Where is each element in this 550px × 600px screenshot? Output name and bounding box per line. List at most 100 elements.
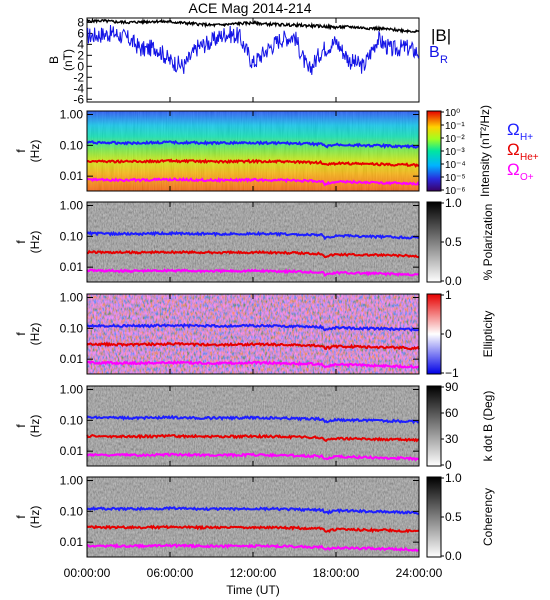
omega-he-line bbox=[86, 433, 420, 443]
mag-ytick-label: 6 bbox=[77, 26, 84, 40]
colorbar-tick-label: 1.0 bbox=[445, 471, 462, 485]
colorbar-label: Intensity (nT²/Hz) bbox=[478, 105, 492, 197]
colorbar-label-text: Intensity (nT²/Hz) bbox=[478, 105, 492, 197]
colorbar-tick-label: 1.0 bbox=[445, 196, 462, 210]
ytick-label: 0.10 bbox=[60, 321, 84, 335]
omega-h-line bbox=[86, 505, 420, 515]
ytick-label: 0.01 bbox=[60, 169, 84, 183]
colorbar-tick-label: 0.5 bbox=[445, 235, 462, 249]
colorbar-tick-label: 10⁻⁵ bbox=[445, 173, 466, 184]
panel-1: 1.00 0.10 0.01 f (Hz) 10⁰ 10⁻¹ 10⁻² 10⁻³ 10⁻⁴ 10⁻⁵… bbox=[14, 105, 492, 197]
colorbar-tick-label: 0.0 bbox=[445, 549, 462, 563]
colorbar-tick-label: 10⁻³ bbox=[445, 147, 465, 158]
colorbar-tick-label: 0 bbox=[445, 327, 452, 341]
colorbar-label-text: % Polarization bbox=[481, 204, 495, 281]
xtick-label: 06:00:00 bbox=[147, 566, 194, 580]
ytick-label: 0.01 bbox=[60, 535, 84, 549]
gyro-legend-symbol: Ω bbox=[507, 120, 520, 139]
ytick-label: 0.01 bbox=[60, 444, 84, 458]
panel-5: 1.00 0.10 0.01 f (Hz) 1.0 0.5 0.0 Coherency bbox=[14, 471, 495, 563]
panel-4: 1.00 0.10 0.01 f (Hz) 90 60 30 0 k dot B (Deg) bbox=[14, 380, 495, 472]
ylabel-line2: (Hz) bbox=[28, 231, 42, 254]
legend-br-subscript: R bbox=[440, 54, 448, 66]
ylabel-line1: f bbox=[14, 332, 28, 336]
colorbar bbox=[426, 110, 442, 192]
intensity-texture bbox=[87, 111, 419, 191]
omega-he-line bbox=[86, 524, 420, 534]
omega-h-line bbox=[86, 230, 420, 241]
ylabel-line1: f bbox=[14, 424, 28, 428]
xtick-label: 12:00:00 bbox=[230, 566, 277, 580]
ytick-label: 0.10 bbox=[60, 413, 84, 427]
colorbar-tick-label: 0.5 bbox=[445, 510, 462, 524]
ylabel-line2: (Hz) bbox=[28, 140, 42, 163]
gyro-legend-subscript: He+ bbox=[520, 152, 539, 163]
panel-ylabel: f (Hz) bbox=[14, 231, 42, 254]
omega-he-line bbox=[86, 158, 420, 168]
gyro-legend-symbol: Ω bbox=[507, 160, 520, 179]
mag-ytick-label: -6 bbox=[73, 92, 84, 106]
omega-o-line bbox=[86, 452, 420, 462]
omega-h-line bbox=[86, 322, 420, 332]
colorbar bbox=[426, 385, 442, 467]
series-br-line bbox=[86, 24, 420, 75]
mag-ylabel: B (nT) bbox=[47, 49, 75, 71]
panel-ylabel: f (Hz) bbox=[14, 140, 42, 163]
colorbar-tick-label: 10⁻⁶ bbox=[445, 186, 466, 197]
colorbar-tick-label: 10⁰ bbox=[445, 108, 460, 119]
colorbar-label-text: Coherency bbox=[481, 488, 495, 546]
series-btotal-line bbox=[86, 17, 420, 34]
colorbar-tick-label: 10⁻⁴ bbox=[445, 160, 466, 171]
xtick-label: 18:00:00 bbox=[313, 566, 360, 580]
ytick-label: 0.10 bbox=[60, 138, 84, 152]
ylabel-line1: f bbox=[14, 149, 28, 153]
colorbar bbox=[426, 201, 442, 283]
panel-ylabel: f (Hz) bbox=[14, 506, 42, 529]
colorbar bbox=[426, 476, 442, 558]
panel-ylabel: f (Hz) bbox=[14, 415, 42, 438]
ylabel-line1: f bbox=[14, 240, 28, 244]
legend-btotal: |B| bbox=[431, 26, 451, 45]
omega-h-line bbox=[86, 414, 420, 425]
ellipticity-texture bbox=[87, 294, 419, 374]
colorbar bbox=[426, 293, 442, 375]
colorbar-tick-label: 10⁻² bbox=[445, 134, 465, 145]
ytick-label: 0.10 bbox=[60, 229, 84, 243]
omega-o-line bbox=[86, 268, 420, 278]
gyro-legend: Ω H+Ω He+Ω O+ bbox=[507, 120, 539, 183]
mag-ylabel-line1: B bbox=[47, 56, 61, 64]
colorbar-tick-label: 1 bbox=[445, 288, 452, 302]
xtick-label: 24:00:00 bbox=[396, 566, 443, 580]
mag-ytick-label: 0 bbox=[77, 59, 84, 73]
colorbar-label-text: k dot B (Deg) bbox=[481, 391, 495, 462]
colorbar-label-text: Ellipticity bbox=[481, 311, 495, 358]
gyro-legend-subscript: H+ bbox=[520, 132, 533, 143]
colorbar-label: Coherency bbox=[481, 488, 495, 546]
ytick-label: 1.00 bbox=[60, 474, 84, 488]
colorbar-tick-label: 0.0 bbox=[445, 274, 462, 288]
gyro-legend-symbol: Ω bbox=[507, 140, 520, 159]
ylabel-line1: f bbox=[14, 515, 28, 519]
xaxis-label: Time (UT) bbox=[226, 583, 280, 597]
colorbar-tick-label: 30 bbox=[445, 432, 459, 446]
omega-o-line bbox=[86, 360, 420, 369]
omega-o-line bbox=[86, 176, 420, 187]
panel-3: 1.00 0.10 0.01 f (Hz) 1 0 −1 Ellipticity bbox=[14, 288, 495, 380]
ytick-label: 1.00 bbox=[60, 199, 84, 213]
ylabel-line2: (Hz) bbox=[28, 415, 42, 438]
panel-2: 1.00 0.10 0.01 f (Hz) 1.0 0.5 0.0 % Polarization bbox=[14, 196, 495, 288]
colorbar-tick-label: 10⁻¹ bbox=[445, 121, 465, 132]
gray-texture bbox=[87, 202, 419, 282]
ytick-label: 0.10 bbox=[60, 504, 84, 518]
ylabel-line2: (Hz) bbox=[28, 323, 42, 346]
omega-h-line bbox=[86, 139, 420, 150]
colorbar-tick-label: 60 bbox=[445, 406, 459, 420]
ylabel-line2: (Hz) bbox=[28, 506, 42, 529]
omega-he-line bbox=[86, 341, 420, 351]
legend-br: B bbox=[429, 44, 440, 61]
mag-ytick-label: -4 bbox=[73, 81, 84, 95]
mag-ytick-label: 4 bbox=[77, 37, 84, 51]
panel-ylabel: f (Hz) bbox=[14, 323, 42, 346]
colorbar-label: % Polarization bbox=[481, 204, 495, 281]
